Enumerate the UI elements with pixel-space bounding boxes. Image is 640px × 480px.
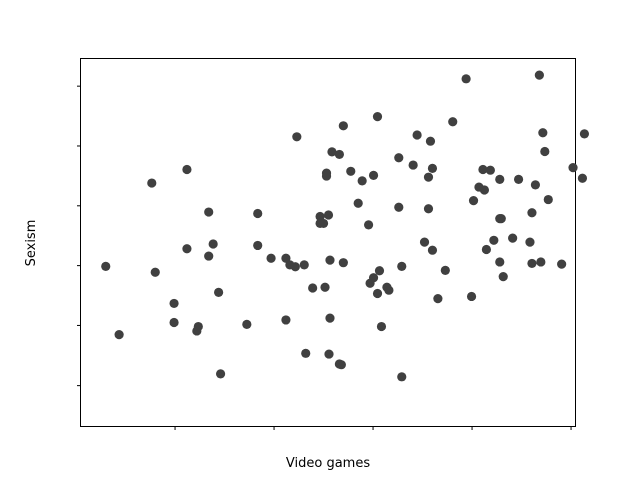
scatter-point-39 <box>334 149 344 160</box>
scatter-point-23 <box>292 132 302 142</box>
scatter-point-18 <box>266 253 276 263</box>
scatter-point-66 <box>427 163 438 173</box>
scatter-point-87 <box>525 237 535 247</box>
scatter-point-10 <box>204 207 214 217</box>
scatter-point-35 <box>325 313 335 323</box>
scatter-point-75 <box>478 164 488 175</box>
scatter-point-19 <box>281 253 291 263</box>
scatter-point-78 <box>485 165 495 175</box>
scatter-point-42 <box>338 121 348 131</box>
scatter-point-33 <box>323 210 334 220</box>
scatter-point-32 <box>321 171 332 181</box>
scatter-point-40 <box>336 360 346 370</box>
scatter-point-50 <box>372 112 383 122</box>
scatter-point-13 <box>214 287 224 298</box>
scatter-point-68 <box>433 294 443 304</box>
scatter-point-62 <box>419 237 430 247</box>
scatter-point-29 <box>318 218 329 229</box>
plot-frame <box>80 58 576 427</box>
scatter-point-94 <box>540 146 550 157</box>
scatter-point-80 <box>495 174 505 184</box>
scatter-point-14 <box>215 369 226 379</box>
scatter-point-91 <box>534 70 544 80</box>
scatter-point-57 <box>394 202 404 212</box>
scatter-point-76 <box>479 185 490 195</box>
scatter-point-58 <box>397 261 407 271</box>
scatter-point-52 <box>374 266 385 276</box>
scatter-point-96 <box>557 259 567 269</box>
scatter-point-97 <box>568 163 578 173</box>
y-axis-ticks <box>77 85 81 387</box>
scatter-point-45 <box>357 176 367 186</box>
scatter-point-61 <box>412 130 422 140</box>
scatter-point-67 <box>427 245 438 255</box>
scatter-point-25 <box>301 348 311 358</box>
scatter-point-0 <box>101 261 111 271</box>
x-axis-ticks <box>174 426 572 430</box>
scatter-point-73 <box>468 196 479 206</box>
scatter-point-64 <box>423 204 434 214</box>
scatter-point-22 <box>290 262 300 272</box>
scatter-point-17 <box>253 240 263 251</box>
scatter-point-98 <box>577 173 588 183</box>
scatter-point-7 <box>182 244 192 254</box>
scatter-point-4 <box>169 298 179 309</box>
scatter-point-6 <box>182 164 192 175</box>
scatter-point-79 <box>489 235 499 245</box>
scatter-point-59 <box>397 372 407 382</box>
scatter-point-37 <box>327 147 337 157</box>
scatter-point-46 <box>363 220 374 230</box>
scatter-point-89 <box>527 208 537 218</box>
scatter-point-49 <box>368 273 379 283</box>
scatter-point-34 <box>325 255 335 265</box>
scatter-point-55 <box>384 285 394 295</box>
scatter-point-24 <box>299 260 309 270</box>
scatter-point-92 <box>536 257 546 267</box>
scatter-point-16 <box>253 208 263 219</box>
scatter-point-90 <box>530 180 541 190</box>
scatter-point-43 <box>346 166 356 176</box>
scatter-point-83 <box>496 214 506 224</box>
scatter-point-88 <box>527 258 537 269</box>
scatter-point-15 <box>242 319 252 329</box>
scatter-point-70 <box>448 117 458 127</box>
scatter-points <box>101 70 590 382</box>
scatter-point-82 <box>495 257 505 267</box>
scatter-point-53 <box>376 321 387 332</box>
scatter-point-11 <box>204 251 214 261</box>
scatter-point-51 <box>372 288 383 299</box>
scatter-point-36 <box>324 349 334 359</box>
scatter-point-56 <box>394 153 404 163</box>
scatter-point-63 <box>423 172 434 182</box>
scatter-point-27 <box>315 211 325 222</box>
scatter-point-77 <box>481 244 492 255</box>
scatter-point-30 <box>320 282 330 292</box>
scatter-point-86 <box>513 174 524 184</box>
scatter-point-71 <box>461 74 471 84</box>
scatter-point-20 <box>281 315 291 325</box>
scatter-point-41 <box>338 258 348 268</box>
scatter-point-44 <box>353 198 363 208</box>
scatter-point-85 <box>508 233 518 243</box>
scatter-point-95 <box>543 194 553 205</box>
scatter-point-72 <box>466 291 477 302</box>
scatter-point-93 <box>538 128 548 138</box>
scatter-point-65 <box>425 136 436 146</box>
scatter-point-1 <box>114 330 124 340</box>
scatter-point-60 <box>408 160 418 170</box>
scatter-point-84 <box>498 272 508 282</box>
scatter-point-3 <box>150 267 160 277</box>
scatter-point-99 <box>579 129 590 139</box>
scatter-point-2 <box>147 178 157 188</box>
scatter-point-12 <box>208 239 218 249</box>
scatter-point-69 <box>440 265 450 275</box>
x-axis-label: Video games <box>286 456 370 471</box>
scatter-point-48 <box>368 170 379 180</box>
y-axis-label: Sexism <box>24 220 39 267</box>
scatter-point-26 <box>308 283 318 293</box>
scatter-point-5 <box>169 317 179 328</box>
scatter-point-9 <box>192 326 202 336</box>
